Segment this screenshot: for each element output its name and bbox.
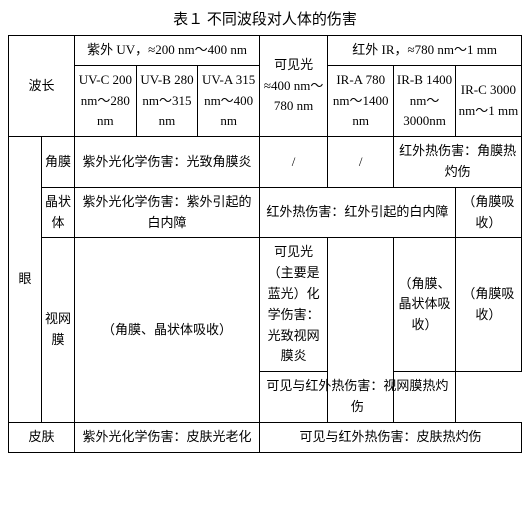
retina-irc-cell: （角膜吸收） — [455, 238, 521, 372]
skin-uv-cell: 紫外光化学伤害：皮肤光老化 — [75, 422, 260, 452]
uv-c-header: UV-C 200 nm～280 nm — [75, 65, 137, 136]
cornea-visible-cell: / — [259, 137, 327, 188]
retina-visible-cell: 可见光（主要是蓝光）化学伤害：光致视网膜炎 — [259, 238, 327, 372]
wavelength-damage-table: 波长 紫外 UV，≈200 nm～400 nm 可见光≈400 nm～780 n… — [8, 35, 522, 453]
skin-label: 皮肤 — [9, 422, 75, 452]
table-title: 表１ 不同波段对人体的伤害 — [8, 8, 522, 29]
cornea-ira-cell: / — [328, 137, 394, 188]
uv-a-header: UV-A 315 nm～400 nm — [198, 65, 260, 136]
retina-irb-cell: （角膜、晶状体吸收） — [394, 238, 456, 372]
retina-label: 视网膜 — [42, 238, 75, 422]
cornea-label: 角膜 — [42, 137, 75, 188]
retina-uv-cell: （角膜、晶状体吸收） — [75, 238, 260, 422]
cornea-uv-cell: 紫外光化学伤害：光致角膜炎 — [75, 137, 260, 188]
lens-irbc-cell: （角膜吸收） — [455, 187, 521, 238]
ir-b-header: IR-B 1400 nm～3000nm — [394, 65, 456, 136]
ir-a-header: IR-A 780 nm～1400 nm — [328, 65, 394, 136]
lens-vis-ira-cell: 红外热伤害：红外引起的白内障 — [259, 187, 455, 238]
wavelength-header: 波长 — [9, 36, 75, 137]
lens-uv-cell: 紫外光化学伤害：紫外引起的白内障 — [75, 187, 260, 238]
eye-label: 眼 — [9, 137, 42, 423]
retina-thermal-rest: 可见与红外热伤害：视网膜热灼伤 — [259, 372, 455, 423]
skin-visir-cell: 可见与红外热伤害：皮肤热灼伤 — [259, 422, 521, 452]
visible-group-header: 可见光≈400 nm～780 nm — [259, 36, 327, 137]
uv-b-header: UV-B 280 nm～315 nm — [136, 65, 198, 136]
cornea-irbc-cell: 红外热伤害：角膜热灼伤 — [394, 137, 522, 188]
lens-label: 晶状体 — [42, 187, 75, 238]
ir-group-header: 红外 IR，≈780 nm～1 mm — [328, 36, 522, 66]
ir-c-header: IR-C 3000 nm～1 mm — [455, 65, 521, 136]
uv-group-header: 紫外 UV，≈200 nm～400 nm — [75, 36, 260, 66]
